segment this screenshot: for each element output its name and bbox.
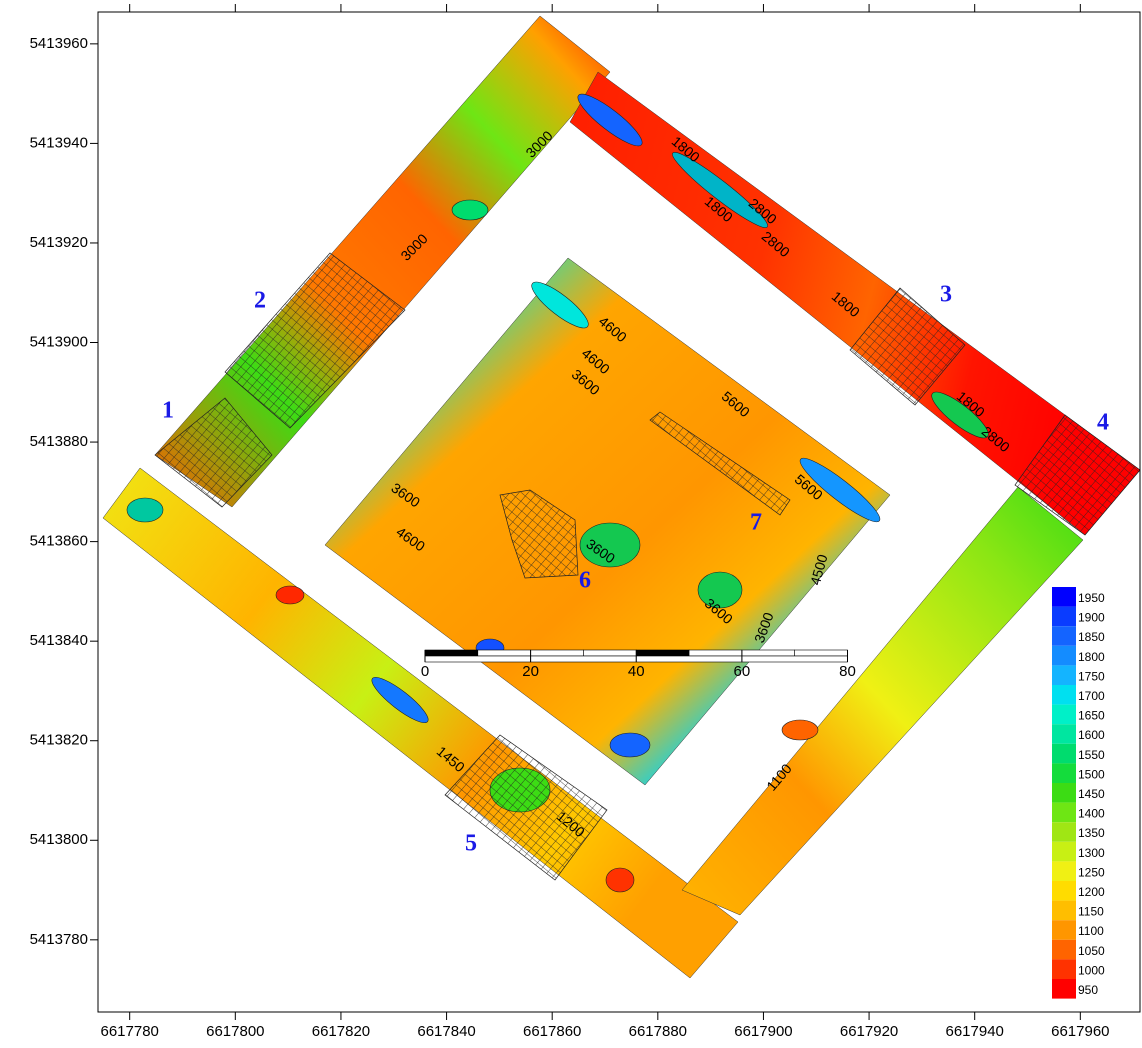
y-tick-label: 5413780 [30,931,88,948]
x-tick-label: 6617780 [100,1023,158,1040]
legend-label: 950 [1078,983,1098,997]
legend-swatch [1052,763,1076,783]
x-tick-label: 6617940 [945,1023,1003,1040]
zone-label: 7 [750,510,762,536]
legend-swatch [1052,724,1076,744]
x-tick-label: 6617880 [629,1023,687,1040]
scale-label: 60 [734,663,751,680]
y-tick-label: 5413880 [30,433,88,450]
legend-swatch [1052,979,1076,999]
zone-label: 2 [254,288,266,314]
legend-label: 1750 [1078,669,1105,683]
map: 3000 3000 1800 2800 1800 2800 1800 1800 … [0,0,1142,1048]
x-tick-label: 6617920 [840,1023,898,1040]
legend-label: 1550 [1078,748,1105,762]
scale-label: 20 [522,663,539,680]
scale-label: 0 [421,663,429,680]
survey-areas [103,16,1140,978]
x-tick-label: 6617800 [206,1023,264,1040]
legend-swatch [1052,861,1076,881]
legend-swatch [1052,901,1076,921]
scale-seg [689,650,742,656]
legend-swatch [1052,783,1076,803]
zone-label: 6 [579,568,591,594]
scale-seg [583,650,636,656]
legend-swatch [1052,685,1076,705]
y-tick-label: 5413900 [30,333,88,350]
legend-label: 1050 [1078,944,1105,958]
legend-swatch [1052,744,1076,764]
legend-swatch [1052,607,1076,627]
scale-seg [742,650,795,656]
zone-label: 5 [465,831,477,857]
legend-swatch [1052,940,1076,960]
y-tick-label: 5413940 [30,134,88,151]
scale-seg [742,656,848,662]
legend-label: 1400 [1078,807,1105,821]
legend-label: 1600 [1078,728,1105,742]
zone-label: 4 [1097,410,1109,436]
scale-seg [531,656,637,662]
scale-seg [478,650,531,656]
y-tick-label: 5413960 [30,35,88,52]
legend-swatch [1052,705,1076,725]
legend-swatch [1052,822,1076,842]
scale-seg [531,650,584,656]
scale-seg [636,656,742,662]
legend-label: 1200 [1078,885,1105,899]
legend-swatch [1052,803,1076,823]
zone-label: 1 [162,398,174,424]
legend-swatch [1052,842,1076,862]
y-tick-label: 5413920 [30,234,88,251]
legend-label: 1700 [1078,689,1105,703]
legend-swatch [1052,665,1076,685]
x-tick-label: 6617960 [1051,1023,1109,1040]
legend-label: 1100 [1078,924,1104,938]
scale-label: 80 [839,663,856,680]
legend-swatch [1052,646,1076,666]
legend-swatch [1052,920,1076,940]
y-tick-label: 5413840 [30,632,88,649]
legend-label: 1350 [1078,826,1105,840]
legend-swatch [1052,959,1076,979]
legend-label: 1250 [1078,865,1105,879]
legend-swatch [1052,587,1076,607]
legend-swatch [1052,881,1076,901]
legend-label: 1150 [1078,905,1104,919]
scale-seg [636,650,689,656]
x-tick-label: 6617840 [417,1023,475,1040]
y-tick-label: 5413820 [30,732,88,749]
x-tick-label: 6617900 [734,1023,792,1040]
scale-seg [425,650,478,656]
scale-seg [425,656,531,662]
legend-label: 1850 [1078,630,1105,644]
legend-label: 1650 [1078,709,1105,723]
legend-swatch [1052,626,1076,646]
legend-label: 1000 [1078,963,1105,977]
scale-label: 40 [628,663,645,680]
x-tick-label: 6617820 [312,1023,370,1040]
zone-label: 3 [940,282,952,308]
legend-label: 1300 [1078,846,1105,860]
scale-seg [795,650,848,656]
legend-label: 1900 [1078,611,1105,625]
x-tick-label: 6617860 [523,1023,581,1040]
y-tick-label: 5413800 [30,831,88,848]
legend-label: 1450 [1078,787,1105,801]
legend-label: 1950 [1078,591,1105,605]
y-tick-label: 5413860 [30,533,88,550]
legend-label: 1500 [1078,767,1105,781]
legend-label: 1800 [1078,650,1105,664]
